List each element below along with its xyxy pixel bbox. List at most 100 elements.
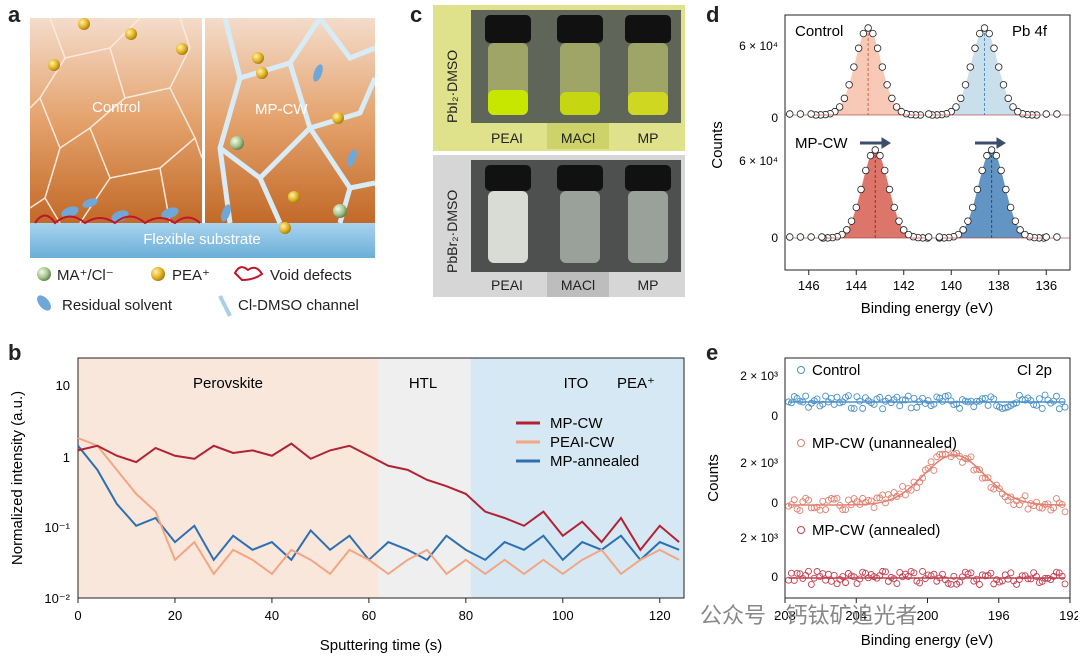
e-point-2 — [1058, 572, 1066, 580]
b-ytick-1: 10 — [56, 378, 70, 393]
d-base-point — [1053, 233, 1061, 241]
e-point-2 — [930, 570, 938, 578]
e-point-2 — [1001, 571, 1009, 579]
d-point-1-0-18 — [881, 166, 889, 175]
panel-a-schematic: Control MP-CW Flexible substrate MA⁺/Cl⁻… — [30, 18, 375, 317]
d-base-point — [818, 233, 826, 241]
e-point-1 — [1007, 493, 1015, 501]
row2-vial-label-1: PEAI — [491, 277, 523, 293]
panel-b-frame — [77, 357, 685, 599]
e-point-2 — [1033, 573, 1040, 580]
e-point-0 — [836, 399, 844, 407]
d-point-0-0-12 — [888, 94, 896, 103]
panel-d-xps: Control Pb 4f MP-CW 6 × 10⁴ 0 6 × 10⁴ 0 … — [709, 14, 1071, 317]
series-line-mp-annealed — [77, 445, 680, 562]
e-fit-line-1 — [788, 454, 1066, 506]
e-series-label-1: Control — [812, 362, 860, 379]
e-point-0 — [930, 400, 938, 408]
legend-channel: Cl-DMSO channel — [238, 297, 359, 314]
d-point-0-0-16 — [878, 63, 887, 71]
e-point-2 — [1027, 575, 1035, 583]
e-point-0 — [904, 392, 912, 400]
d-point-1-1-14 — [1006, 203, 1015, 212]
d-point-1-0-28 — [857, 185, 865, 194]
d-ytick-2: 0 — [771, 111, 778, 125]
row1-vial-group — [485, 15, 671, 115]
e-point-2 — [882, 568, 889, 576]
e-point-2 — [981, 572, 989, 580]
e-series-label-2: MP-CW (unannealed) — [812, 435, 957, 452]
legend-void: Void defects — [270, 267, 352, 284]
d-point-0-1-28 — [966, 63, 974, 71]
d-ylabel: Counts — [709, 121, 726, 169]
e-point-1 — [950, 450, 958, 458]
e-point-2 — [827, 577, 835, 585]
d-point-0-0-20 — [869, 29, 877, 38]
e-point-2 — [879, 567, 887, 575]
d-base-point — [935, 233, 944, 241]
d-point-0-0-28 — [850, 63, 858, 71]
d-point-0-1-34 — [952, 103, 960, 111]
e-point-1 — [864, 496, 872, 504]
d-xtick-label-1: 144 — [845, 278, 867, 293]
e-point-2 — [990, 580, 998, 588]
void-legend-icon — [233, 266, 264, 282]
d-point-1-1-32 — [964, 217, 972, 225]
d-point-1-1-26 — [978, 166, 986, 175]
e-point-2 — [973, 575, 981, 583]
d-point-1-0-22 — [871, 146, 879, 154]
panel-a-legend: MA⁺/Cl⁻ PEA⁺ Void defects Residual solve… — [37, 266, 359, 317]
e-point-0 — [1001, 404, 1009, 412]
d-base-point — [786, 110, 794, 118]
ma-cl-spheres — [230, 136, 347, 218]
e-point-0 — [879, 405, 887, 413]
d-point-0-1-20 — [985, 29, 993, 38]
e-point-2 — [967, 569, 975, 577]
e-point-1 — [967, 453, 975, 461]
e-point-0 — [1038, 404, 1046, 412]
e-point-0 — [899, 396, 907, 404]
e-point-1 — [1024, 505, 1032, 513]
e-element-label: Cl 2p — [1017, 362, 1052, 379]
e-point-1 — [882, 499, 889, 507]
e-point-1 — [1033, 498, 1040, 506]
e-point-0 — [853, 393, 861, 401]
b-xtick-label-2: 40 — [265, 608, 279, 623]
d-base-point — [924, 233, 933, 241]
d-point-1-1-24 — [983, 151, 991, 160]
e-point-0 — [850, 405, 858, 413]
d-base-point — [1042, 233, 1050, 241]
e-point-0 — [859, 404, 867, 412]
e-point-0 — [819, 400, 827, 408]
d-ytick-3: 6 × 10⁴ — [739, 154, 778, 168]
row1-vial-label-3: MP — [638, 130, 659, 146]
e-xtick-label-2: 200 — [917, 608, 939, 623]
e-point-1 — [870, 504, 878, 512]
d-peak-area-0-1 — [932, 28, 1037, 115]
e-point-2 — [987, 569, 995, 577]
e-point-0 — [856, 397, 864, 405]
row1-vial-label-1: PEAI — [491, 130, 523, 146]
e-xlabel: Binding energy (eV) — [861, 632, 994, 649]
e-point-0 — [805, 403, 812, 411]
e-point-2 — [1061, 580, 1069, 588]
e-point-2 — [910, 569, 918, 577]
d-point-0-1-26 — [971, 44, 979, 52]
d-base-point — [807, 110, 815, 118]
e-point-0 — [1015, 391, 1023, 399]
e-point-2 — [976, 581, 983, 588]
d-peak-area-0-0 — [815, 28, 921, 115]
e-point-0 — [876, 393, 884, 401]
e-point-1 — [805, 496, 812, 504]
e-point-1 — [796, 507, 804, 514]
d-point-0-1-12 — [1004, 94, 1012, 103]
d-xtick-label-4: 138 — [988, 278, 1010, 293]
d-point-0-1-24 — [976, 29, 984, 38]
d-point-0-0-26 — [854, 44, 863, 52]
solvent-legend-icon — [37, 295, 51, 311]
e-point-2 — [904, 573, 912, 580]
row2-label: PbBr₂·DMSO — [444, 190, 460, 273]
pea-legend-icon — [151, 267, 165, 281]
e-point-1 — [913, 484, 921, 492]
pb-control-label: Control — [795, 23, 843, 40]
